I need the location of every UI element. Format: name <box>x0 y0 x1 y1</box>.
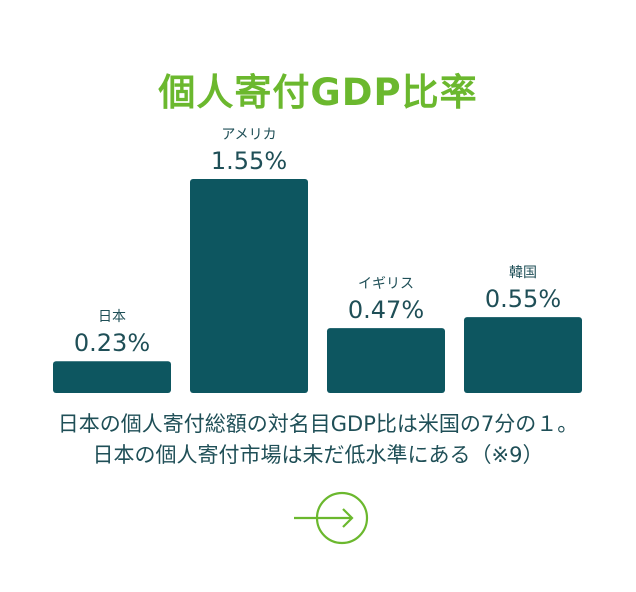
chart-title: 個人寄付GDP比率 <box>158 71 478 114</box>
category-label-0: 日本 <box>98 309 126 325</box>
category-label-2: イギリス <box>358 276 414 292</box>
category-label-1: アメリカ <box>221 127 276 143</box>
bar-1 <box>190 179 308 393</box>
arrow-right-circle-icon <box>294 491 369 545</box>
next-button[interactable] <box>290 489 372 547</box>
value-label-3: 0.55% <box>485 285 561 313</box>
value-label-0: 0.23% <box>74 329 150 357</box>
value-label-1: 1.55% <box>211 147 287 175</box>
category-label-3: 韓国 <box>509 265 537 281</box>
bar-3 <box>464 317 582 393</box>
description-line-1: 日本の個人寄付総額の対名目GDP比は米国の7分の１。 <box>57 412 579 436</box>
description-line-2: 日本の個人寄付市場は未だ低水準にある（※9） <box>92 443 544 467</box>
bar-chart: 0.23% 日本 1.55% アメリカ 0.47% イギリス 0.55% 韓国 <box>53 127 582 393</box>
bar-2 <box>327 328 445 393</box>
value-label-2: 0.47% <box>348 296 424 324</box>
bar-0 <box>53 361 171 393</box>
